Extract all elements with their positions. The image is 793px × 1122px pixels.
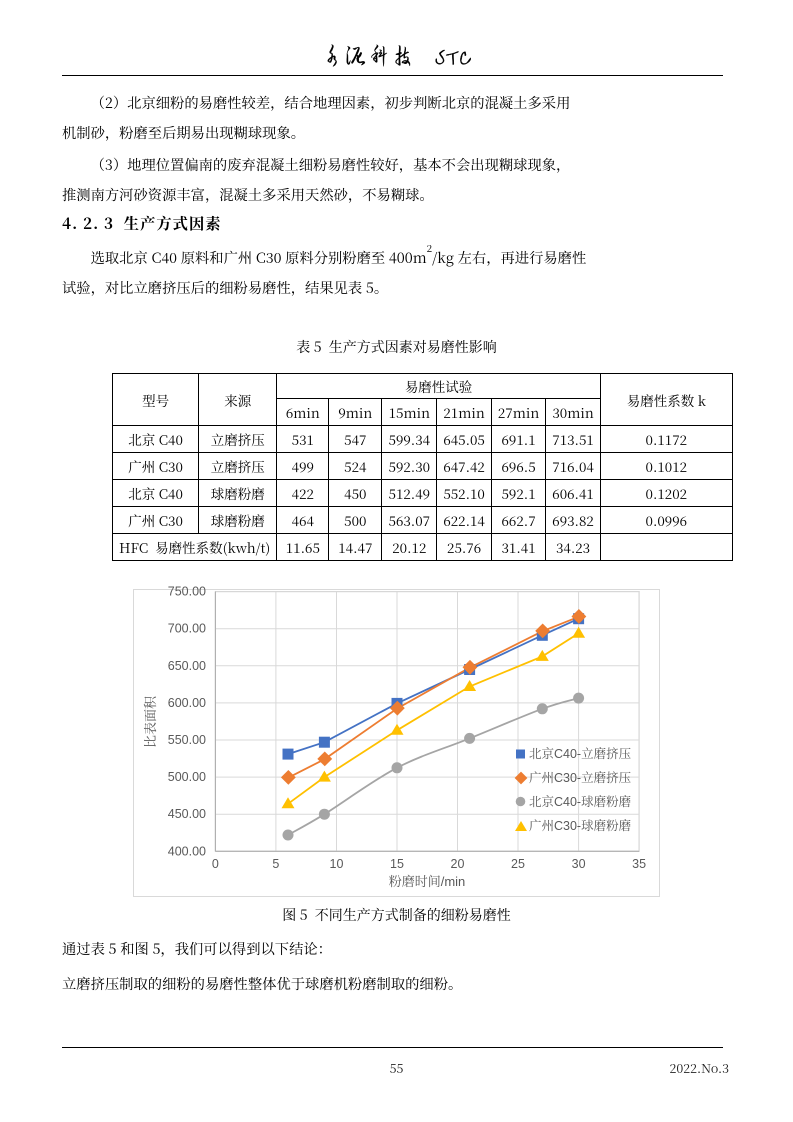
svg-text:25: 25 [511, 857, 525, 871]
svg-text:粉磨时间/min: 粉磨时间/min [389, 874, 466, 889]
svg-text:750.00: 750.00 [168, 585, 206, 599]
svg-text:30: 30 [572, 857, 586, 871]
svg-text:550.00: 550.00 [168, 733, 206, 747]
svg-text:450.00: 450.00 [168, 807, 206, 821]
svg-text:20: 20 [451, 857, 465, 871]
svg-text:10: 10 [330, 857, 344, 871]
svg-text:600.00: 600.00 [168, 696, 206, 710]
svg-text:15: 15 [390, 857, 404, 871]
svg-text:广州C30-球磨粉磨: 广州C30-球磨粉磨 [529, 818, 631, 833]
svg-text:400.00: 400.00 [168, 844, 206, 858]
svg-text:35: 35 [632, 857, 646, 871]
svg-text:0: 0 [212, 857, 219, 871]
svg-text:500.00: 500.00 [168, 770, 206, 784]
svg-text:北京C40-立磨挤压: 北京C40-立磨挤压 [529, 746, 632, 761]
svg-text:比表面积: 比表面积 [143, 695, 158, 748]
svg-text:广州C30-立磨挤压: 广州C30-立磨挤压 [529, 770, 632, 785]
svg-text:650.00: 650.00 [168, 659, 206, 673]
svg-text:北京C40-球磨粉磨: 北京C40-球磨粉磨 [529, 794, 631, 809]
svg-text:5: 5 [272, 857, 279, 871]
svg-text:700.00: 700.00 [168, 622, 206, 636]
